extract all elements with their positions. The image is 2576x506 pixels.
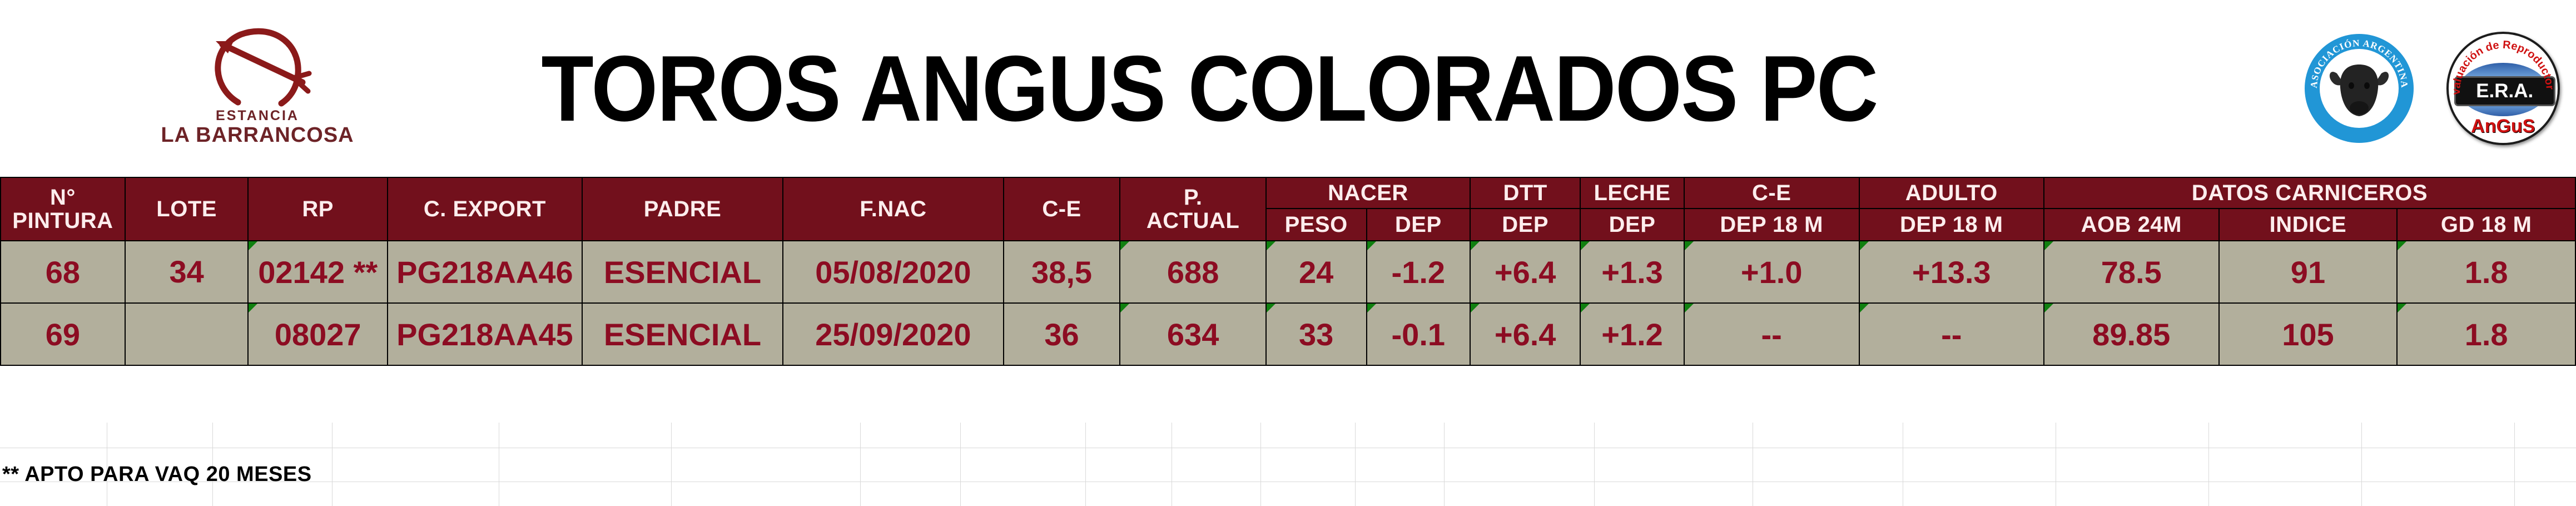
cell-rp[interactable]: 08027: [247, 302, 389, 366]
col-header-ce: C-E: [1002, 177, 1121, 241]
cell-ce[interactable]: 38,5: [1002, 240, 1121, 304]
cell-padre[interactable]: ESENCIAL: [581, 302, 784, 366]
estancia-la-barrancosa-logo: ESTANCIA LA BARRANCOSA: [160, 2, 355, 169]
cell-aob24m[interactable]: 89.85: [2043, 302, 2220, 366]
sub-header-aob24m: AOB 24M: [2043, 208, 2220, 241]
cell-indice[interactable]: 91: [2218, 240, 2398, 304]
cell-c-export[interactable]: PG218AA46: [387, 240, 583, 304]
col-header-lote: LOTE: [124, 177, 249, 241]
cell-rp[interactable]: 02142 **: [247, 240, 389, 304]
col-header-p-actual: P. ACTUAL: [1119, 177, 1267, 241]
cell-gd18m[interactable]: 1.8: [2396, 302, 2576, 366]
logo-line-estancia: ESTANCIA: [216, 108, 299, 124]
group-header-datos-carniceros: DATOS CARNICEROS: [2043, 177, 2576, 209]
cell-padre[interactable]: ESENCIAL: [581, 240, 784, 304]
sub-header-ce-dep18m: DEP 18 M: [1683, 208, 1860, 241]
cell-dtt-dep[interactable]: +6.4: [1470, 302, 1581, 366]
cell-f-nac[interactable]: 25/09/2020: [782, 302, 1004, 366]
cell-dtt-dep[interactable]: +6.4: [1470, 240, 1581, 304]
sub-header-nacer-dep: DEP: [1366, 208, 1471, 241]
group-header-ce: C-E: [1683, 177, 1860, 209]
logo-line-la-barrancosa: LA BARRANCOSA: [161, 123, 354, 147]
aaa-arc-top-text: ASOCIACIÓN ARGENTINA: [2309, 38, 2410, 88]
group-header-dtt: DTT: [1470, 177, 1581, 209]
cell-ce-dep18m[interactable]: --: [1683, 302, 1860, 366]
era-angus-seal-icon: E.R.A. Evaluación de Reproductores AnGuS: [2446, 32, 2560, 145]
bulls-data-table: N° PINTURA LOTE RP C. EXPORT PADRE F.NAC…: [0, 177, 2576, 366]
table-header-row-groups: N° PINTURA LOTE RP C. EXPORT PADRE F.NAC…: [0, 177, 2576, 241]
table-row[interactable]: 68 34 02142 ** PG218AA46 ESENCIAL 05/08/…: [0, 240, 2576, 304]
cell-p-actual[interactable]: 634: [1119, 302, 1267, 366]
angus-cow-head-icon: [2330, 64, 2389, 116]
footer-area: ** APTO PARA VAQ 20 MESES: [0, 423, 2576, 506]
era-angus-text: AnGuS: [2471, 116, 2535, 137]
table-header-row-sub: PESO DEP DEP DEP DEP 18 M DEP 18 M AOB 2…: [1, 208, 2576, 241]
sub-header-gd18m: GD 18 M: [2396, 208, 2576, 241]
angus-association-seal-icon: ASOCIACIÓN ARGENTINA de ANGUS: [2305, 34, 2414, 143]
cell-lote[interactable]: [124, 302, 249, 366]
spreadsheet-gridlines: [0, 423, 2576, 506]
group-header-leche: LECHE: [1580, 177, 1685, 209]
aaa-arc-bottom-text: de ANGUS: [2335, 112, 2384, 128]
col-header-n-pintura: N° PINTURA: [0, 177, 126, 241]
table-row[interactable]: 69 08027 PG218AA45 ESENCIAL 25/09/2020 3…: [0, 302, 2576, 366]
cell-ce[interactable]: 36: [1002, 302, 1121, 366]
cell-leche-dep[interactable]: +1.2: [1580, 302, 1685, 366]
cell-n-pintura[interactable]: 69: [0, 302, 126, 366]
cell-ce-dep18m[interactable]: +1.0: [1683, 240, 1860, 304]
cell-nacer-dep[interactable]: -1.2: [1366, 240, 1471, 304]
cell-n-pintura[interactable]: 68: [0, 240, 126, 304]
cell-leche-dep[interactable]: +1.3: [1580, 240, 1685, 304]
bow-and-arrow-icon: [215, 28, 312, 107]
sub-header-dtt-dep: DEP: [1470, 208, 1581, 241]
sub-header-nacer-peso: PESO: [1265, 208, 1367, 241]
certification-logos: ASOCIACIÓN ARGENTINA de ANGUS E.R.A. Eva…: [2289, 0, 2576, 177]
title-band: ESTANCIA LA BARRANCOSA TOROS ANGUS COLOR…: [0, 0, 2576, 177]
cell-aob24m[interactable]: 78.5: [2043, 240, 2220, 304]
col-header-c-export: C. EXPORT: [387, 177, 583, 241]
cell-p-actual[interactable]: 688: [1119, 240, 1267, 304]
era-plate-text: E.R.A.: [2454, 76, 2555, 106]
era-arc-text: Evaluación de Reproductores: [2449, 34, 2556, 95]
col-header-f-nac: F.NAC: [782, 177, 1004, 241]
cell-indice[interactable]: 105: [2218, 302, 2398, 366]
sub-header-indice: INDICE: [2218, 208, 2398, 241]
table-body: 68 34 02142 ** PG218AA46 ESENCIAL 05/08/…: [0, 240, 2576, 366]
cell-adulto-dep18m[interactable]: +13.3: [1858, 240, 2044, 304]
cell-lote[interactable]: 34: [124, 240, 249, 304]
footnote-text: ** APTO PARA VAQ 20 MESES: [2, 463, 312, 486]
sub-header-leche-dep: DEP: [1580, 208, 1685, 241]
cell-nacer-peso[interactable]: 24: [1265, 240, 1367, 304]
cell-c-export[interactable]: PG218AA45: [387, 302, 583, 366]
cell-nacer-peso[interactable]: 33: [1265, 302, 1367, 366]
cell-f-nac[interactable]: 05/08/2020: [782, 240, 1004, 304]
cell-gd18m[interactable]: 1.8: [2396, 240, 2576, 304]
col-header-padre: PADRE: [581, 177, 784, 241]
group-header-nacer: NACER: [1265, 177, 1471, 209]
cell-nacer-dep[interactable]: -0.1: [1366, 302, 1471, 366]
table-header: N° PINTURA LOTE RP C. EXPORT PADRE F.NAC…: [0, 177, 2576, 241]
sub-header-adulto-dep18m: DEP 18 M: [1858, 208, 2044, 241]
cell-adulto-dep18m[interactable]: --: [1858, 302, 2044, 366]
group-header-adulto: ADULTO: [1858, 177, 2044, 209]
col-header-rp: RP: [247, 177, 389, 241]
page-title: TOROS ANGUS COLORADOS PC: [541, 36, 1878, 141]
